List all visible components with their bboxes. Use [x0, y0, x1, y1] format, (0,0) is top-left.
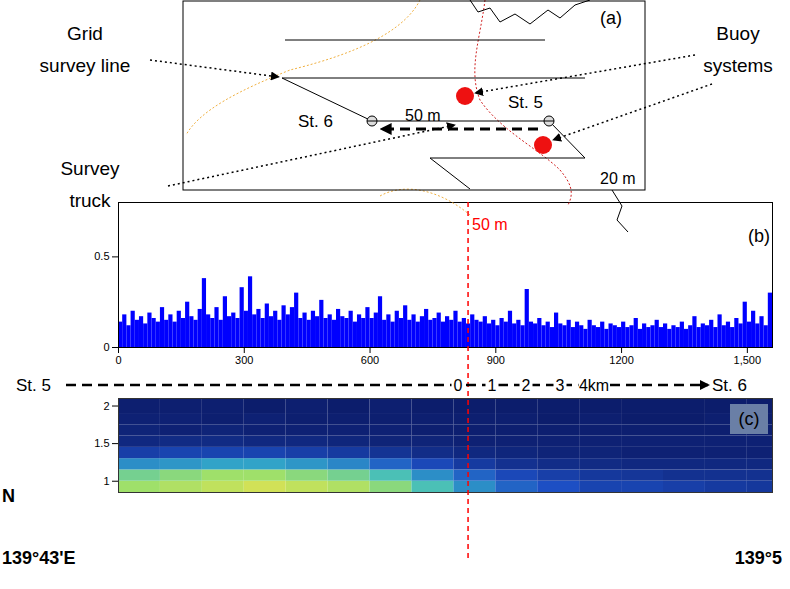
- svg-text:1.5: 1.5: [94, 437, 109, 449]
- svg-text:900: 900: [487, 354, 505, 366]
- svg-text:(b): (b): [748, 226, 770, 246]
- svg-text:(c): (c): [739, 409, 760, 429]
- svg-text:0: 0: [103, 341, 109, 353]
- svg-text:Grid: Grid: [67, 23, 103, 44]
- svg-text:Survey: Survey: [60, 158, 120, 179]
- svg-text:600: 600: [361, 354, 379, 366]
- svg-text:50 m: 50 m: [472, 216, 508, 233]
- svg-text:0: 0: [454, 377, 463, 394]
- svg-text:St. 6: St. 6: [712, 376, 747, 395]
- svg-text:systems: systems: [703, 55, 773, 76]
- svg-text:139°5: 139°5: [735, 548, 782, 568]
- svg-text:1200: 1200: [609, 354, 633, 366]
- svg-text:300: 300: [235, 354, 253, 366]
- svg-text:2: 2: [103, 400, 109, 412]
- svg-text:truck: truck: [69, 190, 111, 211]
- svg-text:3: 3: [556, 377, 565, 394]
- svg-text:0: 0: [115, 354, 121, 366]
- svg-text:139°43'E: 139°43'E: [2, 548, 76, 568]
- svg-text:1: 1: [488, 377, 497, 394]
- svg-text:2: 2: [522, 377, 531, 394]
- svg-text:St. 5: St. 5: [508, 93, 543, 112]
- svg-text:N: N: [2, 486, 15, 506]
- svg-text:50 m: 50 m: [405, 107, 441, 124]
- svg-text:20 m: 20 m: [600, 170, 636, 187]
- svg-text:0.5: 0.5: [94, 250, 109, 262]
- svg-text:Buoy: Buoy: [716, 23, 760, 44]
- svg-text:(a): (a): [600, 8, 622, 28]
- svg-text:4km: 4km: [579, 377, 609, 394]
- svg-text:St. 5: St. 5: [16, 376, 51, 395]
- svg-text:1,500: 1,500: [734, 354, 762, 366]
- svg-text:survey line: survey line: [40, 55, 131, 76]
- svg-text:1: 1: [103, 475, 109, 487]
- svg-text:St. 6: St. 6: [298, 112, 333, 131]
